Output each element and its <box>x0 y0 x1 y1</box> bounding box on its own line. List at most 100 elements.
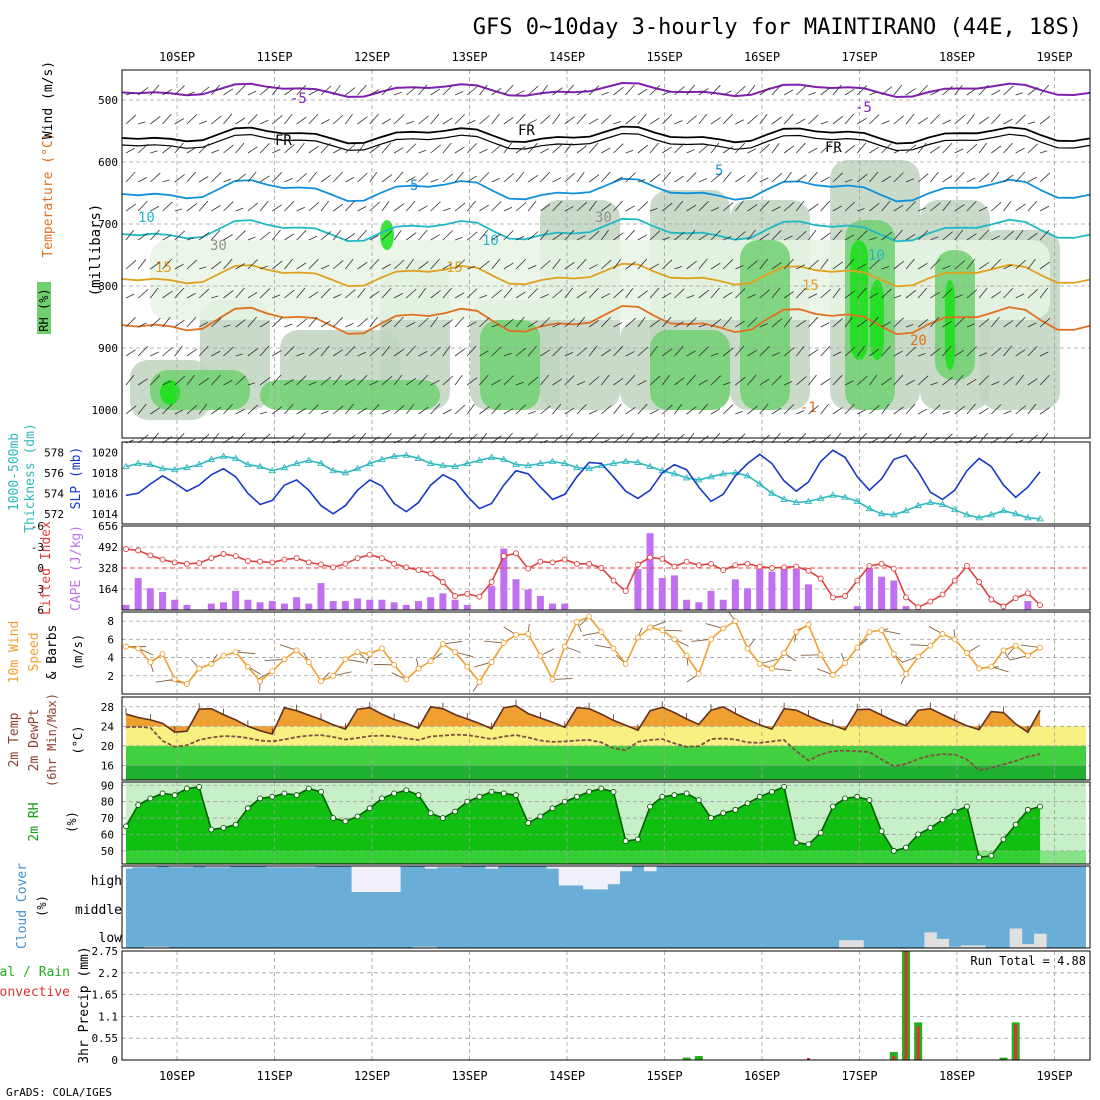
wind-barb <box>1015 316 1026 328</box>
wind-barb <box>625 149 634 154</box>
wind-barb <box>674 265 683 270</box>
lifted-index-point <box>939 591 946 598</box>
cloud-high-bar <box>558 866 572 886</box>
lifted-index-point <box>598 565 605 571</box>
wind-barb <box>491 258 501 270</box>
wind-barb <box>893 317 904 328</box>
wind-speed-point <box>244 663 251 670</box>
wind-barb <box>186 171 196 183</box>
wind-barb <box>990 171 1000 183</box>
wind-barb-10m <box>910 644 931 647</box>
wind-barb <box>247 404 259 415</box>
wind-barb <box>966 113 975 125</box>
wind-barb <box>710 287 720 299</box>
wind-barb <box>418 261 429 270</box>
wind-barb <box>345 232 356 241</box>
wind-barb <box>320 345 330 357</box>
wind-speed-line <box>125 615 1041 685</box>
lifted-index-point <box>500 553 507 560</box>
wind-barb <box>357 142 366 154</box>
wind-barb <box>747 349 758 357</box>
wind-barb <box>905 233 916 241</box>
thickness-point <box>195 460 203 467</box>
temp-band-below16 <box>126 765 1086 780</box>
cloud-high-bar <box>290 866 304 868</box>
wind-barb-10m <box>333 671 352 677</box>
wind-barb <box>162 404 173 415</box>
wind-barb <box>186 147 197 154</box>
wind-barb <box>150 229 160 241</box>
wind-barb-10m <box>691 638 712 642</box>
wind-barb <box>308 90 318 96</box>
wind-barb <box>466 143 478 154</box>
lifted-index-point <box>488 579 495 585</box>
precip-convective-bar <box>904 951 908 1060</box>
date-label-top: 17SEP <box>841 50 877 64</box>
thickness-point <box>231 454 240 461</box>
thickness-point <box>341 468 350 476</box>
wind-barb <box>259 200 269 212</box>
wind-barb <box>893 374 904 386</box>
cape-bar <box>146 588 154 610</box>
wind-barb <box>150 205 160 212</box>
lifted-index-point <box>537 558 544 565</box>
wind-barb <box>454 316 465 328</box>
wind-barb <box>942 85 953 96</box>
wind-barb <box>125 229 134 241</box>
rh2m-point <box>196 783 203 790</box>
wind-barb <box>698 379 709 386</box>
wind-barb <box>393 171 404 183</box>
cape-tick: 328 <box>98 562 118 575</box>
lifted-index-point <box>829 594 836 601</box>
wind-barb <box>1003 200 1012 212</box>
wind-barb <box>515 404 527 415</box>
cloud-high-bar <box>132 866 145 868</box>
wind-barb <box>978 318 990 328</box>
wind-barb <box>649 142 659 154</box>
lifted-index-point <box>366 551 373 558</box>
wind-barb <box>954 405 965 415</box>
rh2m-point <box>452 808 459 815</box>
rh2m-point <box>903 844 909 851</box>
cape-bar <box>317 583 325 610</box>
wind-speed-point <box>951 636 958 643</box>
wind-barb <box>942 175 953 183</box>
wind-barb <box>259 377 271 386</box>
wind-barb <box>662 348 673 357</box>
thickness-point <box>707 472 715 480</box>
thickness-point <box>865 504 874 512</box>
cape-bar <box>488 585 496 610</box>
wind-barb <box>235 353 243 357</box>
li-tick: 0 <box>37 562 44 575</box>
cloud-high-bar <box>619 866 633 872</box>
wind-barb <box>576 235 586 241</box>
wind-barb <box>198 232 210 241</box>
wind-barb <box>454 171 464 183</box>
wind-barb <box>978 229 989 241</box>
lifted-index-point <box>659 555 666 562</box>
wind-barb <box>223 324 231 328</box>
wind-barb <box>491 113 500 125</box>
wind-barb <box>942 142 953 154</box>
precip-tick: 0.55 <box>92 1032 119 1045</box>
wind-barb <box>759 378 770 386</box>
wind10m-panel: 8 6 4 2 10m Wind Speed & Barbs (m/s) <box>7 611 1091 695</box>
wind-barb <box>917 262 928 270</box>
wind-barb <box>259 231 271 241</box>
wind-barb <box>259 143 270 154</box>
wind-barb <box>503 173 515 183</box>
wind-barb <box>272 294 281 299</box>
wind-barb <box>552 143 563 154</box>
rh2m-point <box>586 788 593 795</box>
wind-barb <box>320 231 332 241</box>
wind-barb <box>613 143 624 154</box>
thickness-point <box>1036 515 1044 522</box>
rh-tick: 70 <box>101 812 114 825</box>
wind-barb <box>796 118 806 125</box>
wind-speed-point <box>366 650 373 657</box>
wind-barb <box>552 113 561 125</box>
wind-axis-label: Wind (m/s) <box>41 61 56 139</box>
lifted-index-point <box>208 555 215 562</box>
wind-barb <box>759 177 769 183</box>
